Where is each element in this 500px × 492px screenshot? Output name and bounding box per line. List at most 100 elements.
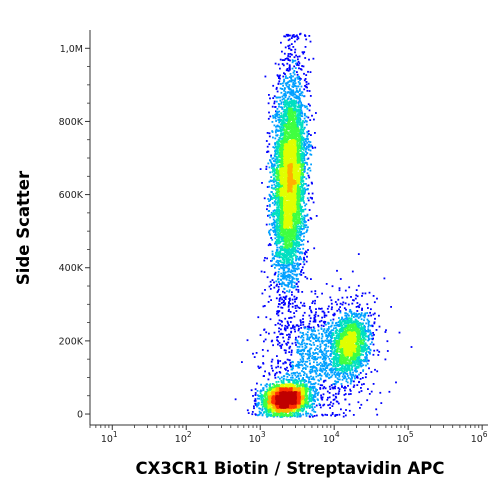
- event-dot: [295, 234, 298, 236]
- event-dot: [333, 398, 336, 401]
- event-dot: [273, 187, 275, 190]
- event-dot: [290, 365, 292, 368]
- event-dot: [279, 278, 282, 281]
- event-dot: [265, 407, 267, 410]
- event-dot: [277, 336, 279, 338]
- event-dot: [289, 80, 291, 82]
- event-dot: [306, 229, 308, 232]
- event-dot: [266, 412, 268, 415]
- event-dot: [356, 356, 358, 359]
- event-dot: [354, 315, 357, 318]
- event-dot: [292, 372, 295, 374]
- event-dot: [247, 412, 250, 414]
- event-dot: [259, 407, 262, 410]
- event-dot: [283, 377, 285, 380]
- event-dot: [336, 324, 339, 327]
- event-dot: [277, 198, 280, 201]
- event-dot: [295, 244, 297, 247]
- event-dot: [284, 296, 287, 298]
- event-dot: [298, 327, 300, 330]
- event-dot: [292, 270, 294, 273]
- event-dot: [275, 224, 278, 227]
- event-dot: [294, 267, 297, 270]
- event-dot: [305, 231, 308, 233]
- event-dot: [280, 347, 283, 349]
- event-dot: [342, 358, 344, 361]
- event-dot: [344, 371, 346, 374]
- event-dot: [281, 114, 283, 117]
- event-dot: [303, 88, 306, 91]
- event-dot: [329, 355, 332, 357]
- event-dot: [290, 112, 293, 114]
- event-dot: [310, 389, 312, 391]
- event-dot: [314, 369, 316, 372]
- event-dot: [338, 368, 340, 370]
- event-dot: [278, 171, 280, 174]
- event-dot: [331, 335, 334, 338]
- event-dot: [265, 383, 268, 386]
- event-dot: [275, 264, 278, 267]
- event-dot: [299, 248, 301, 250]
- event-dot: [308, 328, 310, 331]
- event-dot: [275, 191, 278, 193]
- event-dot: [294, 78, 297, 81]
- event-dot: [274, 117, 277, 120]
- event-dot: [302, 225, 305, 228]
- event-dot: [291, 251, 294, 254]
- event-dot: [338, 317, 340, 319]
- event-dot: [307, 130, 310, 133]
- event-dot: [314, 382, 317, 384]
- event-dot: [283, 349, 286, 352]
- event-dot: [288, 381, 291, 384]
- event-dot: [298, 104, 300, 107]
- event-dot: [342, 318, 345, 321]
- event-dot: [267, 378, 270, 381]
- event-dot: [299, 319, 302, 322]
- event-dot: [333, 327, 335, 330]
- event-dot: [277, 360, 280, 363]
- event-dot: [317, 391, 320, 394]
- event-dot: [288, 91, 291, 94]
- event-dot: [376, 413, 379, 416]
- event-dot: [330, 414, 332, 417]
- event-dot: [301, 340, 304, 342]
- event-dot: [323, 349, 326, 352]
- event-dot: [319, 346, 321, 349]
- event-dot: [307, 199, 310, 202]
- event-dot: [332, 369, 334, 372]
- event-dot: [291, 118, 293, 120]
- event-dot: [302, 155, 305, 158]
- event-dot: [277, 322, 279, 325]
- event-dot: [303, 141, 306, 144]
- event-dot: [279, 264, 281, 267]
- event-dot: [300, 217, 303, 220]
- event-dot: [279, 96, 281, 99]
- event-dot: [307, 148, 310, 151]
- event-dot: [301, 186, 304, 189]
- event-dot: [378, 350, 381, 353]
- event-dot: [331, 405, 334, 407]
- event-dot: [324, 374, 327, 377]
- event-dot: [284, 237, 286, 240]
- event-dot: [302, 352, 304, 355]
- event-dot: [338, 287, 341, 290]
- event-dot: [309, 366, 312, 368]
- event-dot: [360, 358, 362, 361]
- event-dot: [300, 68, 303, 71]
- event-dot: [332, 318, 335, 321]
- event-dot: [300, 178, 303, 181]
- event-dot: [325, 283, 328, 285]
- event-dot: [277, 240, 279, 243]
- event-dot: [274, 242, 276, 245]
- event-dot: [301, 165, 304, 168]
- event-dot: [288, 65, 291, 68]
- event-dot: [299, 205, 302, 208]
- event-dot: [323, 369, 326, 371]
- event-dot: [332, 343, 334, 346]
- event-dot: [302, 196, 304, 199]
- event-dot: [275, 128, 278, 131]
- event-dot: [303, 176, 306, 178]
- event-dot: [338, 375, 341, 378]
- event-dot: [312, 387, 315, 390]
